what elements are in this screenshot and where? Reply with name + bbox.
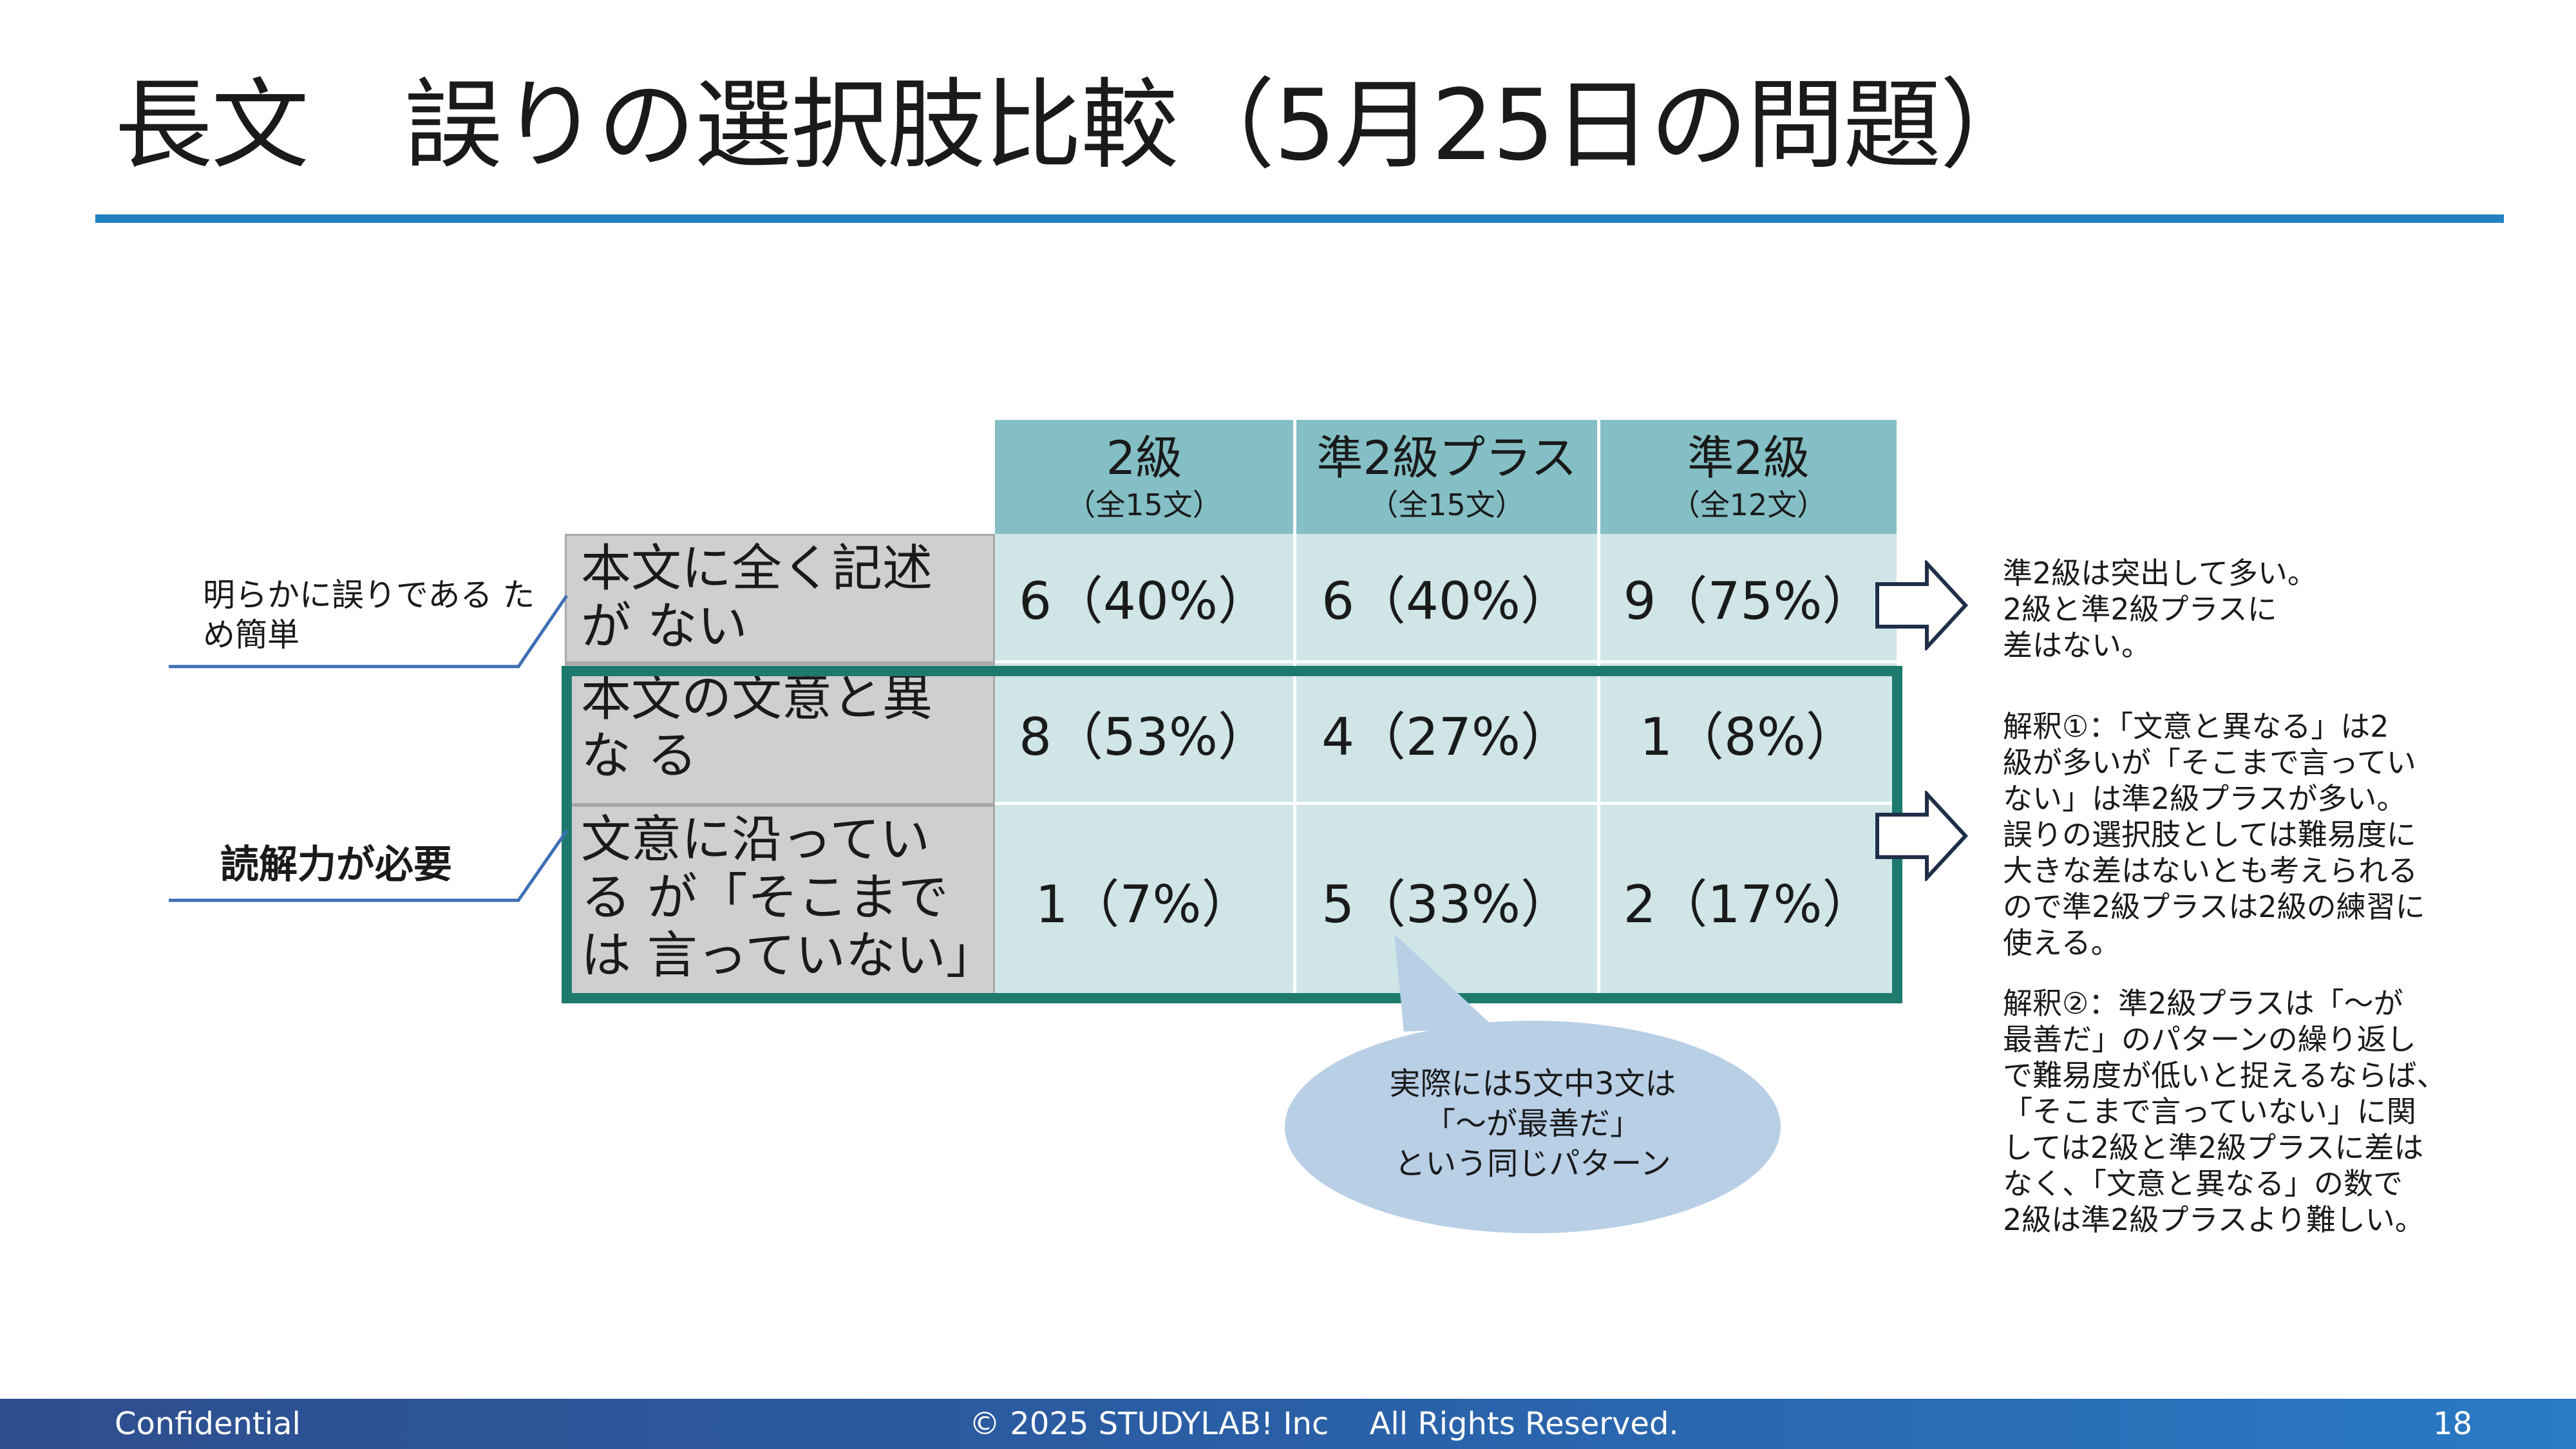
table-cell: 1（7%） [995,805,1293,995]
table-cell: 2（17%） [1597,805,1897,995]
column-header-jun2kyu: 準2級 （全12文） [1597,420,1897,534]
note-interpretation-2: 解釈②：準2級プラスは「～が 最善だ」のパターンの繰り返し で難易度が低いと捉え… [2003,986,2447,1237]
column-header-sub: （全15文） [1066,487,1222,522]
arrow-right-icon [1875,560,1969,650]
callout-text: 実際には5文中3文は 「～が最善だ」 という同じパターン [1389,1066,1676,1182]
table-cell: 1（8%） [1597,663,1897,805]
note-interpretation-1: 解釈①：「文意と異なる」は2 級が多いが「そこまで言ってい ない」は準2級プラス… [2003,709,2425,960]
column-header-sub: （全12文） [1670,487,1827,522]
table-cell: 9（75%） [1597,534,1897,663]
page-number: 18 [2433,1406,2473,1442]
title-underline [95,214,2504,223]
table-cell: 5（33%） [1293,805,1597,995]
column-header-jun2kyu-plus: 準2級プラス （全15文） [1293,420,1597,534]
row-header-no-mention: 本文に全く記述が ない [565,534,995,663]
slide-title: 長文 誤りの選択肢比較（5月25日の問題） [115,68,2038,182]
footer-copyright: © 2025 STUDYLAB! Inc All Rights Reserved… [969,1406,1679,1442]
note-easy: 明らかに誤りである ため簡単 [203,576,535,654]
table-cell: 6（40%） [1293,534,1597,663]
table-cell: 4（27%） [1293,663,1597,805]
callout-bubble [1285,934,1781,1233]
column-header-label: 準2級プラス [1316,430,1577,485]
row-header-not-said: 文意に沿っている が「そこまでは 言っていない」 [565,805,996,995]
column-header-label: 2級 [1106,430,1182,485]
table-cell: 6（40%） [995,534,1293,663]
footer-bar: Confidential © 2025 STUDYLAB! Inc All Ri… [0,1399,2576,1449]
table-cell: 8（53%） [995,663,1293,805]
footer-confidential: Confidential [115,1406,301,1442]
connector-line-reading [169,829,569,902]
column-header-sub: （全15文） [1368,487,1525,522]
column-header-label: 準2級 [1687,430,1810,485]
row-header-different-meaning: 本文の文意と異な る [565,663,995,805]
note-reading-required: 読解力が必要 [220,842,452,887]
note-jun2kyu-observation: 準2級は突出して多い。 2級と準2級プラスに 差はない。 [2003,556,2317,663]
connector-line-easy [169,594,569,668]
column-header-2kyu: 2級 （全15文） [995,420,1293,534]
arrow-right-icon [1875,791,1969,881]
